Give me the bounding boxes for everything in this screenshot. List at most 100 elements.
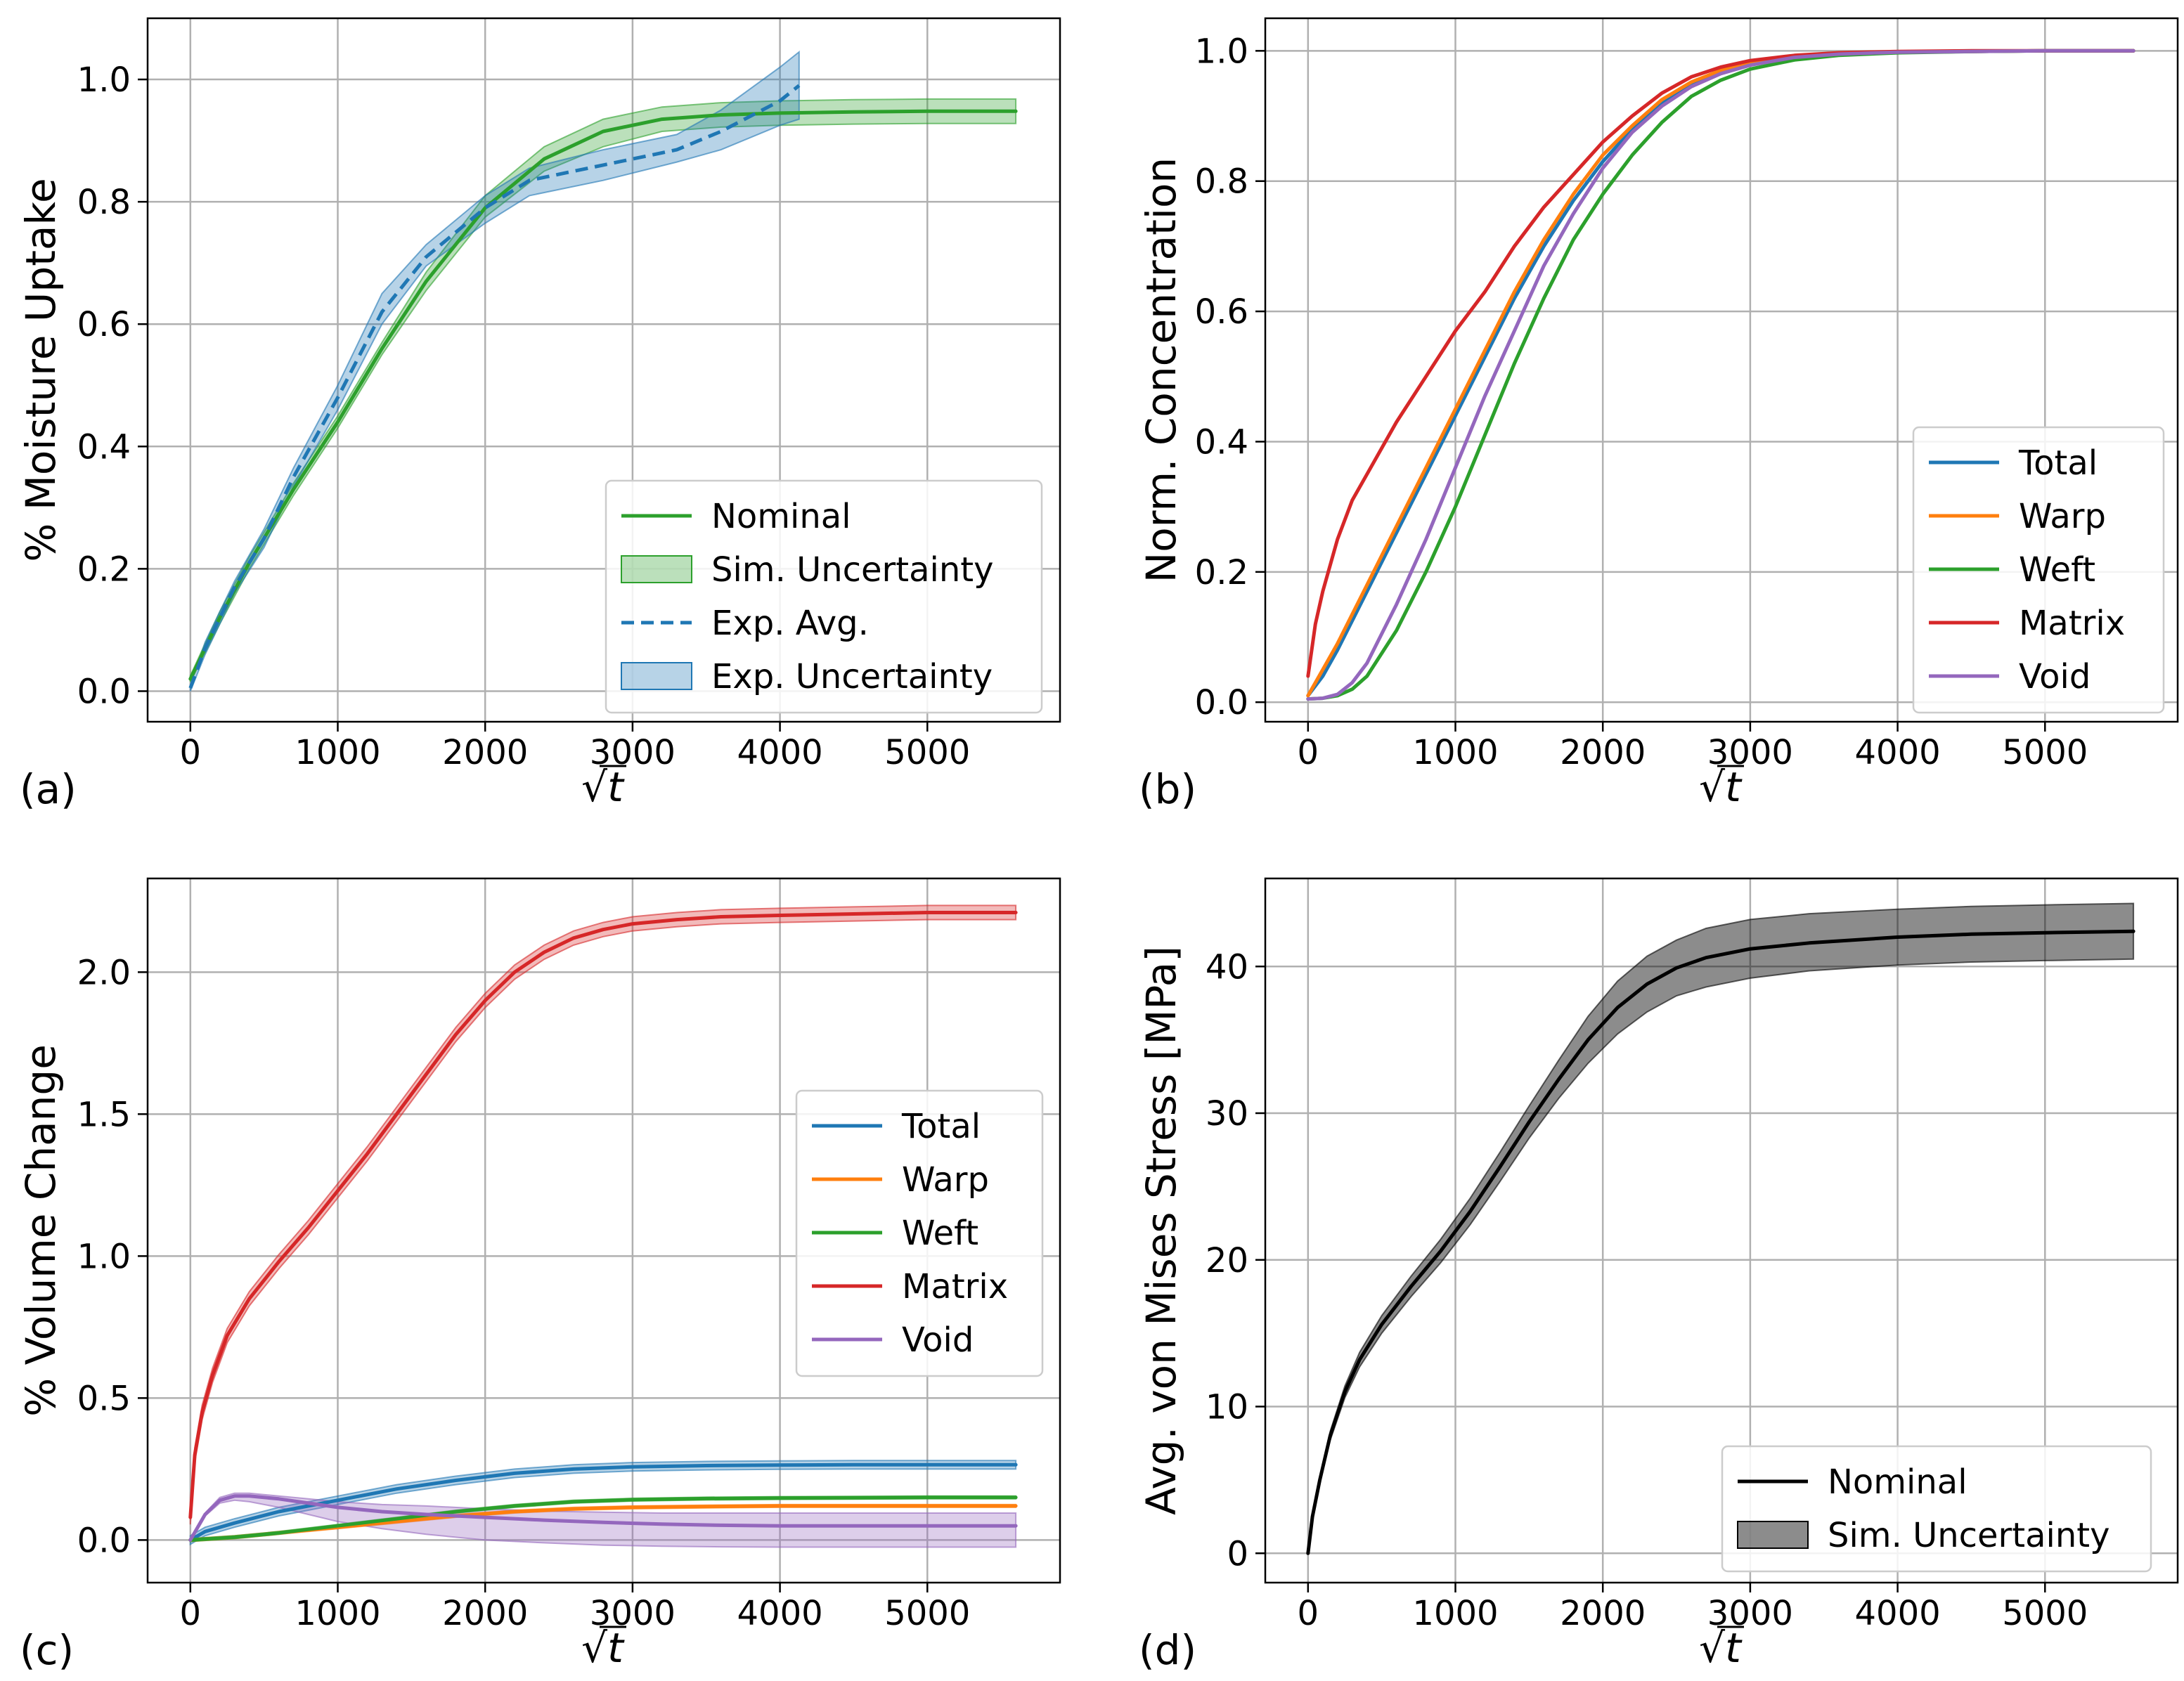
y-tick-label: 0.2 <box>1195 553 1248 592</box>
legend: Nominal Sim. Uncertainty <box>1721 1445 2152 1573</box>
axes-frame <box>1264 877 2179 1584</box>
y-tick-label: 30 <box>1206 1094 1248 1134</box>
legend-label: Warp <box>902 1160 989 1200</box>
legend-label: Total <box>901 1107 981 1146</box>
legend-label: Total <box>2018 443 2098 483</box>
y-tick-label: 40 <box>1206 947 1248 987</box>
x-tick-label: 0 <box>180 733 202 772</box>
x-tick-label: 2000 <box>1560 1594 1646 1633</box>
legend: Nominal Sim. Uncertainty Exp. Avg. Exp. Unc… <box>605 479 1043 714</box>
legend-swatch-band <box>621 555 692 583</box>
y-tick-label: 10 <box>1206 1388 1248 1427</box>
panel-label: (a) <box>20 765 77 813</box>
panel-label: (c) <box>20 1626 74 1674</box>
y-tick-label: 1.0 <box>1195 32 1248 71</box>
legend: Total Warp Weft Matrix Void <box>795 1089 1044 1377</box>
x-tick-label: 4000 <box>737 733 823 772</box>
y-axis-label: % Moisture Uptake <box>17 178 65 562</box>
x-axis-label: √t <box>1699 1624 1743 1672</box>
legend-swatch-band <box>621 662 692 690</box>
series-line-nominal <box>1306 929 2135 1555</box>
y-tick-label: 0.2 <box>77 550 131 589</box>
y-tick-label: 0.5 <box>77 1379 131 1418</box>
legend-box <box>795 1089 1044 1377</box>
band-matrix <box>189 904 1017 1525</box>
x-tick-label: 1000 <box>295 1594 380 1633</box>
y-tick-label: 0.8 <box>1195 162 1248 202</box>
y-tick-label: 0.4 <box>1195 422 1248 462</box>
x-tick-label: 0 <box>180 1594 202 1633</box>
x-tick-label: 2000 <box>442 733 528 772</box>
band-total <box>189 1460 1017 1546</box>
x-tick-label: 1000 <box>1412 733 1498 772</box>
axes-frame <box>146 17 1061 723</box>
legend-label: Weft <box>2019 550 2095 590</box>
plot-area <box>1306 902 2135 1555</box>
y-tick-label: 1.0 <box>77 1237 131 1276</box>
x-axis-label: √t <box>1699 763 1743 811</box>
legend-label: Void <box>2019 657 2091 696</box>
legend-box <box>1912 426 2165 714</box>
x-tick-label: 0 <box>1298 733 1319 772</box>
plot-area <box>1306 48 2135 701</box>
legend: Total Warp Weft Matrix Void <box>1912 426 2165 714</box>
legend-label: Nominal <box>1828 1462 1967 1502</box>
y-tick-label: 0.0 <box>77 672 131 711</box>
y-tick-label: 0.8 <box>77 183 131 222</box>
band-void <box>189 1492 1017 1548</box>
x-tick-label: 5000 <box>2002 1594 2088 1633</box>
y-tick-label: 0 <box>1227 1534 1248 1573</box>
x-tick-label: 5000 <box>884 1594 970 1633</box>
legend-label: Matrix <box>2019 604 2125 643</box>
legend-box <box>1721 1445 2152 1573</box>
panel-label: (b) <box>1139 765 1196 813</box>
series-line-exp-avg- <box>188 84 801 689</box>
y-axis-label: Avg. von Mises Stress [MPa] <box>1137 946 1185 1515</box>
legend-label: Exp. Avg. <box>711 604 869 643</box>
y-tick-label: 0.0 <box>1195 683 1248 722</box>
y-tick-label: 1.0 <box>77 60 131 100</box>
panel-c: 0 1000 2000 3000 4000 50000.00.51.01.52.0√t% … <box>17 877 1061 1674</box>
y-tick-label: 0.4 <box>77 427 131 467</box>
x-tick-label: 4000 <box>1855 1594 1941 1633</box>
y-axis-label: Norm. Concentration <box>1137 157 1185 583</box>
legend-label: Nominal <box>711 497 851 536</box>
x-tick-label: 5000 <box>884 733 970 772</box>
x-axis-label: √t <box>581 763 625 811</box>
x-axis-label: √t <box>581 1624 625 1672</box>
legend-label: Sim. Uncertainty <box>1828 1516 2110 1555</box>
panel-label: (d) <box>1139 1626 1196 1674</box>
x-tick-label: 1000 <box>1412 1594 1498 1633</box>
series-line-void <box>1306 48 2135 701</box>
legend-label: Matrix <box>902 1267 1008 1306</box>
series-line-matrix <box>188 911 1018 1519</box>
x-tick-label: 1000 <box>295 733 380 772</box>
x-tick-label: 5000 <box>2002 733 2088 772</box>
legend-label: Sim. Uncertainty <box>711 550 994 590</box>
y-tick-label: 20 <box>1206 1241 1248 1280</box>
x-tick-label: 2000 <box>442 1594 528 1633</box>
legend-label: Exp. Uncertainty <box>711 657 993 696</box>
y-tick-label: 0.6 <box>1195 292 1248 332</box>
y-tick-label: 2.0 <box>77 953 131 992</box>
x-tick-label: 4000 <box>737 1594 823 1633</box>
legend-swatch-band <box>1737 1521 1809 1549</box>
panel-a: 0 1000 2000 3000 4000 50000.00.20.40.60.81.0√… <box>17 17 1061 813</box>
x-tick-label: 0 <box>1298 1594 1319 1633</box>
legend-box <box>605 479 1043 714</box>
y-tick-label: 0.0 <box>77 1521 131 1560</box>
series-line-void <box>188 1494 1018 1542</box>
grid <box>148 18 1060 722</box>
y-tick-label: 1.5 <box>77 1095 131 1134</box>
x-tick-label: 2000 <box>1560 733 1646 772</box>
legend-label: Weft <box>902 1214 978 1253</box>
series-line-total <box>188 1462 1018 1542</box>
axes-frame <box>1264 17 2179 723</box>
plot-area <box>188 50 1018 692</box>
panel-b: 0 1000 2000 3000 4000 50000.00.20.40.60.81.0√… <box>1137 17 2179 813</box>
plot-area <box>188 904 1018 1548</box>
y-axis-label: % Volume Change <box>17 1044 65 1417</box>
y-tick-label: 0.6 <box>77 305 131 344</box>
